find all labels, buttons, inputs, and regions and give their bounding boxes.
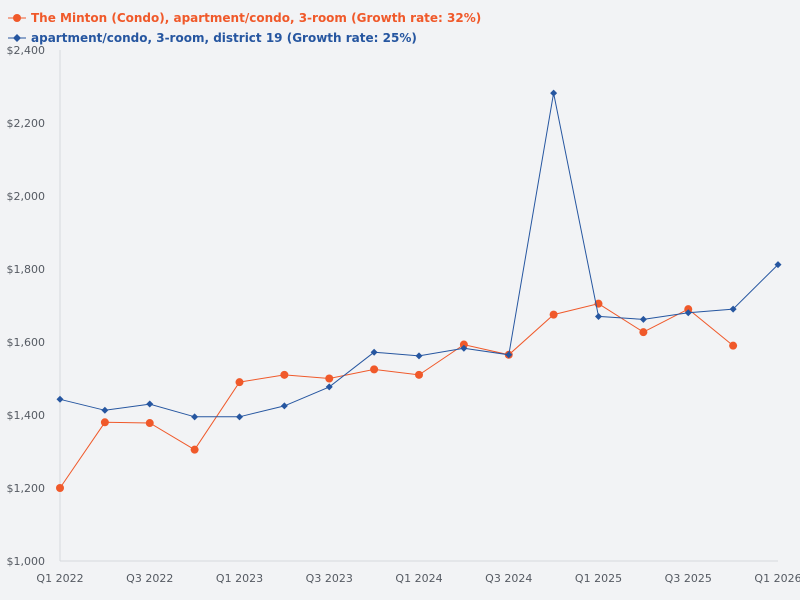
data-point-diamond[interactable] — [550, 89, 558, 97]
data-point-diamond[interactable] — [325, 383, 333, 391]
data-point-circle[interactable] — [370, 365, 379, 374]
legend: The Minton (Condo), apartment/condo, 3-r… — [8, 8, 481, 48]
x-tick-label: Q3 2022 — [126, 572, 173, 585]
x-tick-label: Q3 2025 — [665, 572, 712, 585]
data-point-diamond[interactable] — [774, 261, 782, 269]
data-point-circle[interactable] — [100, 418, 109, 427]
series-group — [56, 89, 782, 492]
data-point-diamond[interactable] — [639, 315, 647, 323]
data-point-diamond[interactable] — [280, 402, 288, 410]
data-point-circle[interactable] — [325, 374, 334, 383]
x-tick-label: Q3 2024 — [485, 572, 532, 585]
data-point-diamond[interactable] — [505, 351, 513, 359]
legend-item-minton[interactable]: The Minton (Condo), apartment/condo, 3-r… — [8, 8, 481, 28]
legend-marker-circle-icon — [8, 14, 26, 22]
y-tick-label: $2,000 — [7, 190, 46, 203]
x-tick-label: Q1 2022 — [36, 572, 83, 585]
axes: $1,000 $1,200 $1,400 $1,600 $1,800 $2,000 $2,2… — [7, 44, 800, 585]
x-tick-label: Q3 2023 — [306, 572, 353, 585]
data-point-diamond[interactable] — [684, 309, 692, 317]
data-point-diamond[interactable] — [236, 413, 243, 421]
x-tick-label: Q1 2023 — [216, 572, 263, 585]
data-point-circle[interactable] — [729, 341, 738, 350]
y-tick-label: $1,200 — [7, 482, 46, 495]
x-tick-label: Q1 2026 — [754, 572, 800, 585]
data-point-circle[interactable] — [280, 370, 289, 379]
data-point-diamond[interactable] — [101, 406, 109, 414]
data-point-diamond[interactable] — [729, 305, 737, 313]
y-tick-label: $1,000 — [7, 555, 46, 568]
y-tick-label: $1,800 — [7, 263, 46, 276]
data-point-diamond[interactable] — [191, 413, 199, 421]
data-point-diamond[interactable] — [56, 395, 64, 403]
y-tick-label: $2,200 — [7, 117, 46, 130]
data-point-diamond[interactable] — [146, 400, 154, 408]
data-point-circle[interactable] — [415, 370, 423, 379]
data-point-circle[interactable] — [190, 445, 199, 454]
y-tick-label: $2,400 — [7, 44, 46, 57]
legend-label-minton: The Minton (Condo), apartment/condo, 3-r… — [31, 11, 482, 25]
y-tick-label: $1,400 — [7, 409, 46, 422]
data-point-circle[interactable] — [549, 310, 558, 319]
data-point-circle[interactable] — [56, 484, 64, 492]
x-tick-label: Q1 2025 — [575, 572, 622, 585]
data-point-diamond[interactable] — [595, 312, 602, 320]
y-tick-label: $1,600 — [7, 336, 46, 349]
data-point-diamond[interactable] — [370, 348, 378, 356]
data-point-circle[interactable] — [459, 340, 468, 349]
data-point-circle[interactable] — [235, 378, 244, 387]
data-point-diamond[interactable] — [415, 352, 423, 360]
series-line-0 — [59, 303, 734, 489]
x-tick-label: Q1 2024 — [395, 572, 442, 585]
legend-item-district[interactable]: apartment/condo, 3-room, district 19 (Gr… — [8, 28, 481, 48]
data-point-circle[interactable] — [684, 305, 693, 314]
legend-label-district: apartment/condo, 3-room, district 19 (Gr… — [31, 31, 417, 45]
data-point-circle[interactable] — [145, 419, 154, 428]
data-point-circle[interactable] — [639, 328, 648, 337]
legend-marker-diamond-icon — [8, 34, 26, 42]
data-point-diamond[interactable] — [460, 344, 468, 352]
series-line-1 — [59, 93, 779, 418]
